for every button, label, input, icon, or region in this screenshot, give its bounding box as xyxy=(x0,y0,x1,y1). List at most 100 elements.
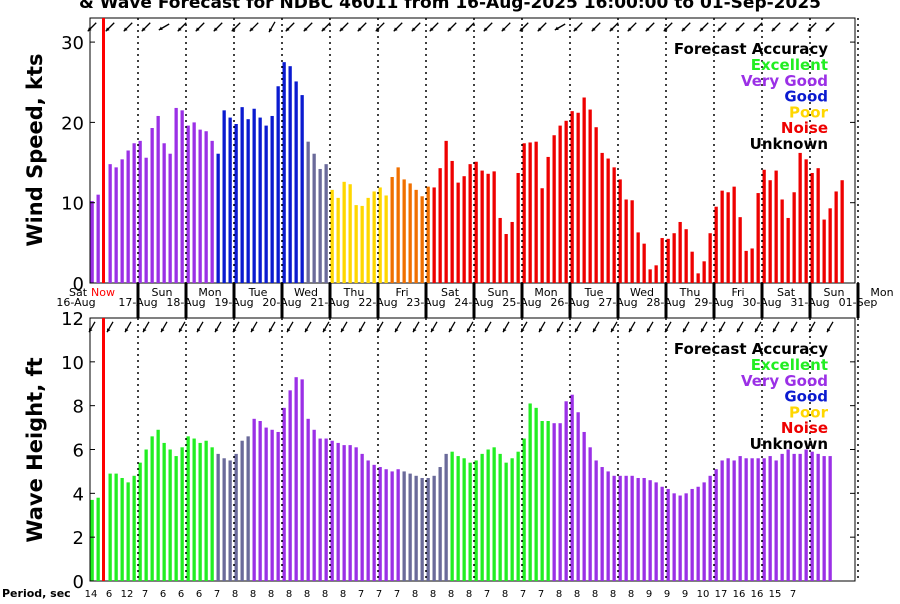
direction-arrow xyxy=(177,22,187,32)
direction-arrow xyxy=(465,22,475,32)
wind-bar xyxy=(414,189,418,283)
wind-bar xyxy=(360,205,364,283)
wind-bar xyxy=(144,157,148,283)
day-of-week-label: Sat xyxy=(69,286,88,299)
wind-bar xyxy=(582,97,586,283)
period-value: 6 xyxy=(160,589,166,600)
wind-bar xyxy=(648,269,652,283)
direction-arrow xyxy=(231,22,241,32)
period-value: 8 xyxy=(304,589,310,600)
day-of-week-label: Sat xyxy=(777,286,796,299)
direction-arrow xyxy=(268,21,276,33)
period-value: 8 xyxy=(412,589,418,600)
wave-bar xyxy=(720,460,724,581)
wind-bar xyxy=(804,159,808,283)
wave-bar xyxy=(372,464,376,581)
period-value: 8 xyxy=(250,589,256,600)
period-value: 7 xyxy=(214,589,220,600)
wave-bar xyxy=(816,453,820,581)
wind-bar xyxy=(612,167,616,283)
wave-bar xyxy=(348,445,352,581)
wave-bar xyxy=(402,471,406,581)
wind-bar xyxy=(156,115,160,283)
wind-bar xyxy=(222,110,226,284)
period-value: 8 xyxy=(340,589,346,600)
day-of-week-label: Tue xyxy=(584,286,604,299)
direction-arrow xyxy=(718,321,726,333)
chart-title: & Wave Forecast for NDBC 46011 from 16-A… xyxy=(79,0,821,13)
wave-bar xyxy=(288,390,292,581)
wind-bar xyxy=(474,161,478,283)
direction-arrow xyxy=(789,22,799,32)
direction-arrow xyxy=(735,22,745,32)
wind-bar xyxy=(408,183,412,283)
wave-bar xyxy=(126,482,130,581)
wind-bar xyxy=(672,233,676,283)
wave-bar xyxy=(684,493,688,581)
direction-arrow xyxy=(573,22,583,32)
wave-bar xyxy=(708,475,712,581)
wind-bar xyxy=(258,117,262,283)
wind-bar xyxy=(288,66,292,283)
wind-bar xyxy=(480,170,484,283)
direction-arrow xyxy=(88,321,96,333)
wave-bar xyxy=(636,477,640,581)
wind-bar xyxy=(552,135,556,283)
wind-bar xyxy=(726,192,730,283)
wind-bar xyxy=(768,180,772,283)
now-label: Now xyxy=(91,286,115,299)
direction-arrow xyxy=(142,321,150,333)
wave-bar xyxy=(216,453,220,581)
y-tick-label: 0 xyxy=(73,274,84,295)
period-value: 6 xyxy=(178,589,184,600)
wave-bar xyxy=(804,449,808,581)
wind-bar xyxy=(834,191,838,283)
wave-bar xyxy=(318,438,322,581)
direction-arrow xyxy=(753,22,763,32)
wind-bar xyxy=(192,122,196,283)
wave-bar xyxy=(156,429,160,581)
wind-bar xyxy=(816,168,820,283)
direction-arrow xyxy=(591,22,601,32)
wind-bar xyxy=(294,81,298,283)
wind-bar xyxy=(276,86,280,284)
wave-bar xyxy=(186,436,190,581)
period-value: 7 xyxy=(790,589,796,600)
wave-bar xyxy=(768,456,772,581)
wave-bar xyxy=(546,421,550,581)
direction-arrow xyxy=(483,22,493,32)
wave-bar xyxy=(600,467,604,581)
wind-bar xyxy=(762,169,766,283)
wind-bar xyxy=(174,107,178,283)
direction-arrow xyxy=(322,321,330,333)
wave-bar xyxy=(336,442,340,581)
wave-bar xyxy=(438,467,442,581)
wind-bar xyxy=(540,188,544,283)
direction-arrow xyxy=(609,22,619,32)
wave-bar xyxy=(822,456,826,581)
wind-bar xyxy=(720,190,724,283)
direction-arrow xyxy=(268,321,276,333)
wave-bar xyxy=(414,475,418,581)
wind-bar xyxy=(378,187,382,283)
wave-bar xyxy=(648,480,652,581)
wind-bar xyxy=(828,208,832,283)
direction-arrow xyxy=(321,22,331,32)
wind-bar xyxy=(528,142,532,283)
period-value: 8 xyxy=(286,589,292,600)
wave-bar xyxy=(204,440,208,581)
wind-bar xyxy=(204,131,208,283)
direction-arrow xyxy=(736,321,744,333)
wave-bar xyxy=(192,438,196,581)
wave-bar xyxy=(528,403,532,581)
direction-arrow xyxy=(357,22,367,32)
period-value: 6 xyxy=(106,589,112,600)
direction-arrow xyxy=(627,22,637,32)
y-tick-label: 12 xyxy=(61,309,84,330)
day-of-week-label: Thu xyxy=(343,286,365,299)
direction-arrow xyxy=(484,321,492,333)
wave-bar xyxy=(294,377,298,581)
wind-bar xyxy=(594,127,598,283)
wave-bar xyxy=(726,458,730,581)
wind-bar xyxy=(444,140,448,283)
